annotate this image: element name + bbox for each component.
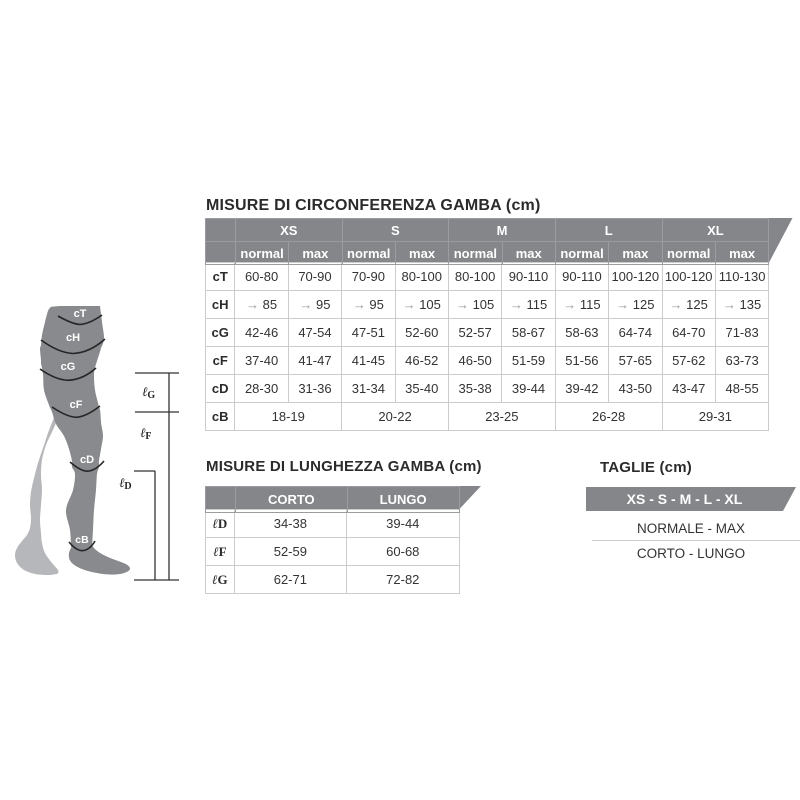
svg-text:cB: cB <box>75 534 89 546</box>
svg-text:cF: cF <box>70 399 83 411</box>
svg-text:ℓG: ℓG <box>142 384 155 401</box>
svg-text:ℓF: ℓF <box>140 425 152 442</box>
svg-text:cT: cT <box>74 308 87 320</box>
svg-text:cG: cG <box>61 361 76 373</box>
svg-text:ℓD: ℓD <box>119 475 132 492</box>
svg-text:cD: cD <box>80 454 94 466</box>
svg-text:cH: cH <box>66 332 80 344</box>
